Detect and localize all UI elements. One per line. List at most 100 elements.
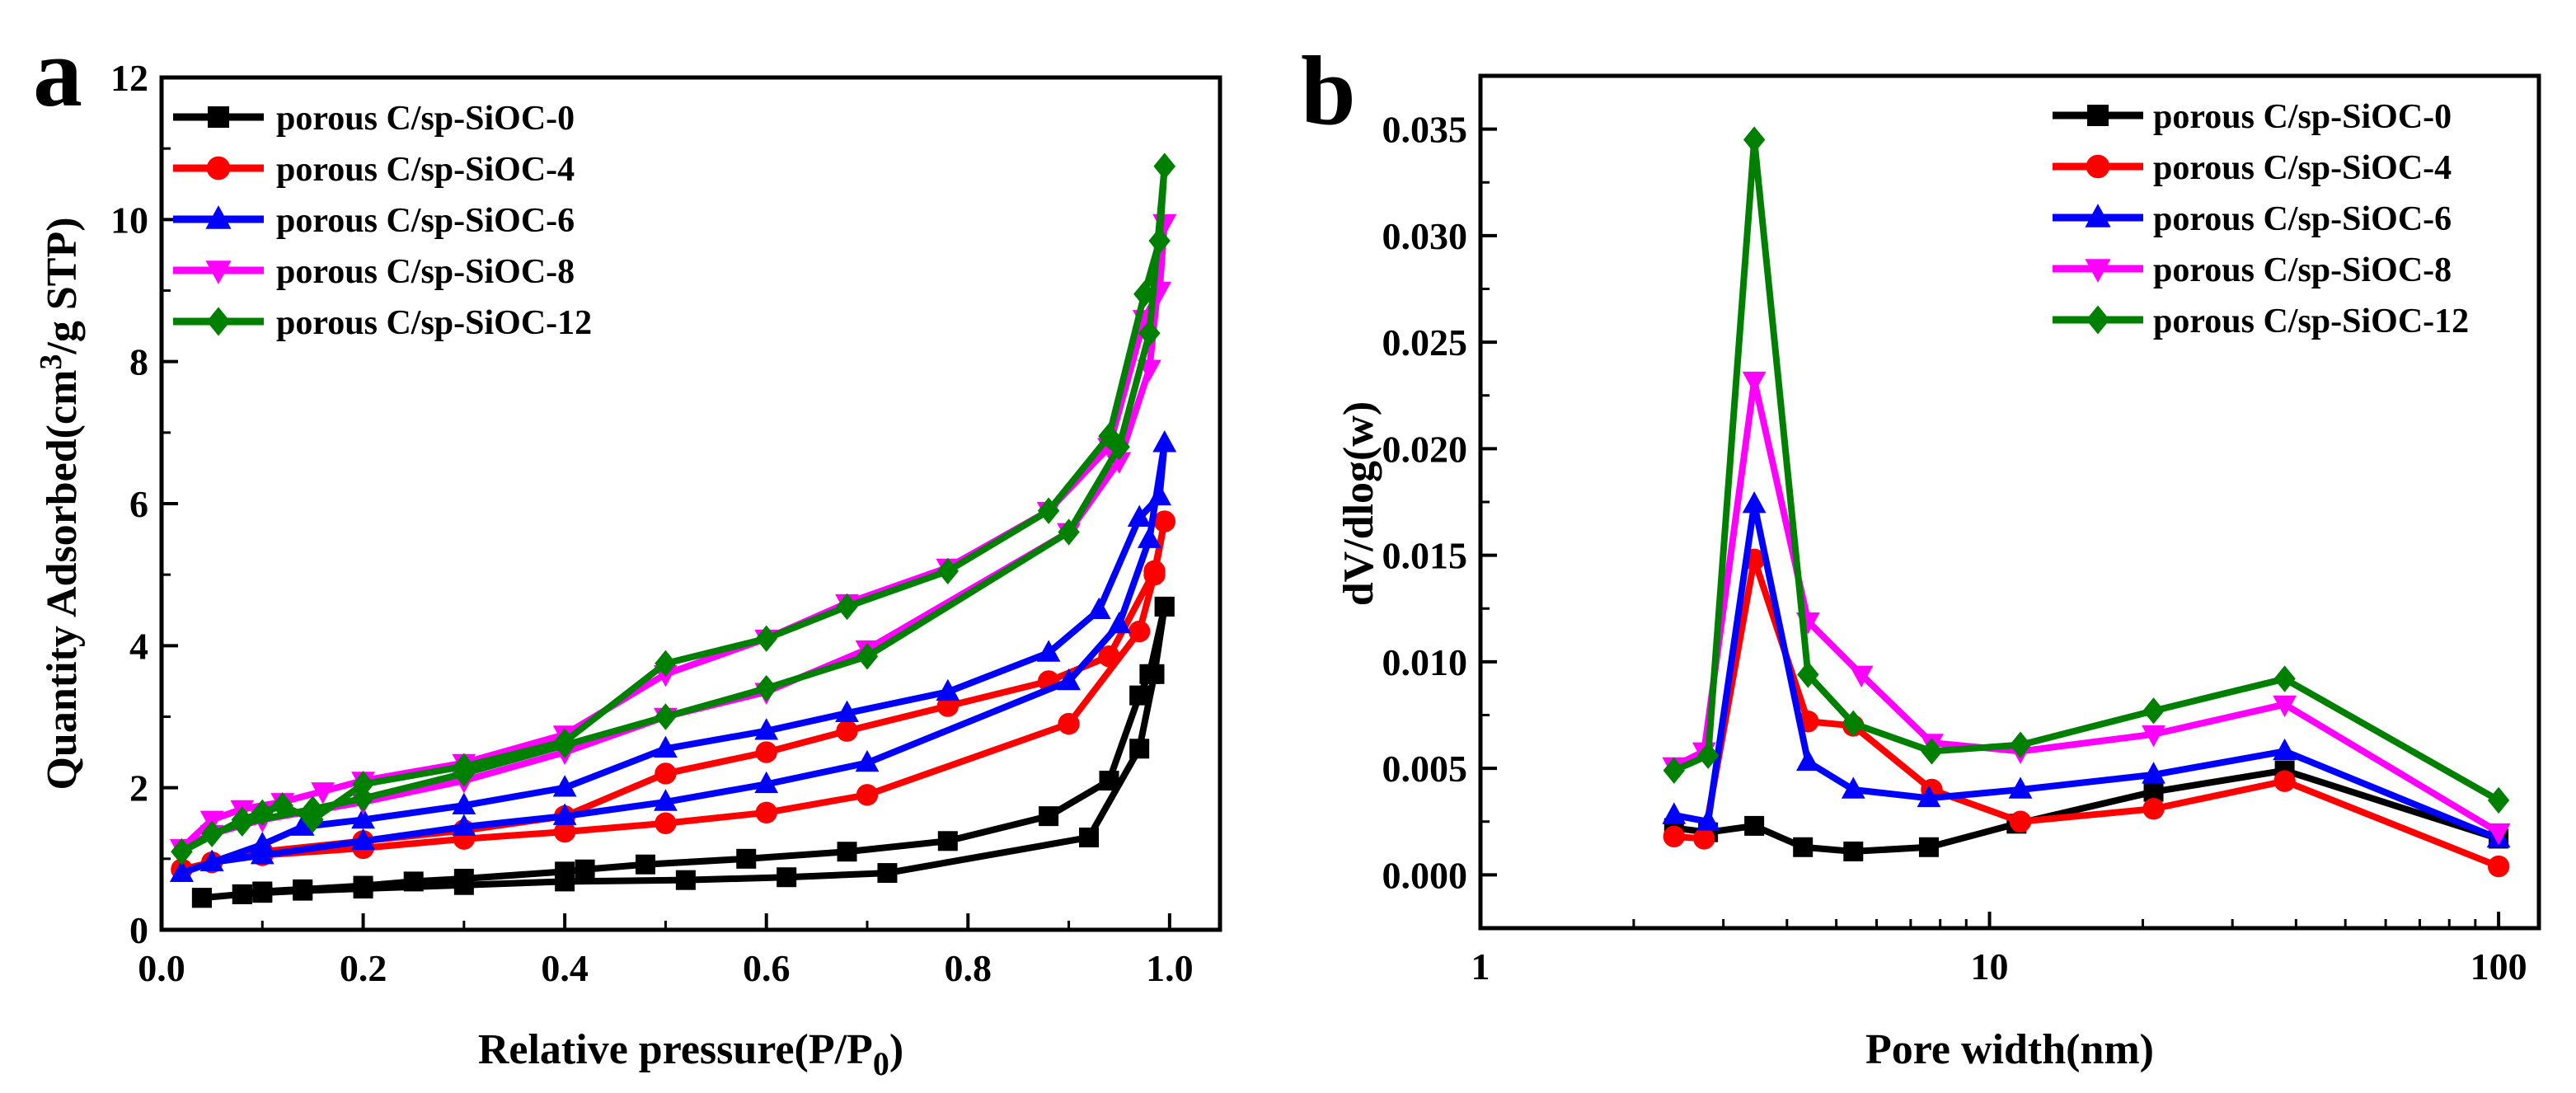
panel-b-data-point: [2142, 762, 2165, 784]
panel-a-y-tick-label: 0: [129, 909, 148, 951]
panel-b-y-tick-label: 0.030: [1382, 215, 1468, 257]
panel-a-data-point: [835, 700, 859, 722]
panel-a-data-point: [755, 801, 777, 824]
panel-b-legend-marker: [2086, 305, 2110, 335]
panel-a-data-point: [271, 792, 293, 819]
panel-a-data-point: [655, 650, 677, 678]
panel-a-data-point: [1153, 152, 1175, 180]
panel-a-data-point: [635, 854, 655, 875]
panel-a-data-point: [302, 806, 324, 833]
panel-b-legend-label: porous C/sp-SiOC-0: [2153, 98, 2452, 136]
panel-a-legend-label: porous C/sp-SiOC-0: [276, 100, 575, 138]
panel-b-y-tick-label: 0.000: [1382, 854, 1468, 896]
panel-a-data-point: [654, 789, 678, 811]
panel-b-data-point: [1744, 815, 1765, 836]
panel-a-data-point: [1058, 518, 1080, 546]
panel-b-data-point: [2486, 823, 2511, 846]
panel-a-data-point: [403, 871, 424, 892]
panel-a-data-point: [1107, 611, 1132, 634]
panel-a-data-point: [1098, 645, 1120, 668]
panel-a-data-point: [199, 849, 224, 871]
panel-a-data-point: [290, 814, 315, 836]
panel-b-data-point: [1793, 837, 1814, 857]
panel-b-data-point: [1797, 661, 1819, 688]
panel-a-data-point: [1127, 504, 1152, 528]
panel-b-ticks: 1 10 100 0.000 0.005 0.010 0.015 0.020 0.025 0.03…: [1382, 109, 2527, 987]
panel-a-data-point: [1153, 510, 1175, 532]
panel-a-legend-marker: [206, 156, 231, 181]
panel-b-data-point: [1693, 828, 1715, 850]
panel-a-data-point: [555, 861, 575, 882]
panel-a-y-tick-label: 2: [129, 767, 148, 809]
panel-a-data-point: [251, 799, 274, 827]
panel-a-data-point: [352, 771, 374, 798]
panel-a-x-tick-label: 1.0: [1146, 947, 1194, 989]
panel-b-data-point: [2142, 798, 2165, 820]
panel-a-data-point: [231, 806, 254, 833]
panel-a-data-point: [353, 875, 373, 896]
panel-a-x-axis-label: Relative pressure(P/P0): [478, 1026, 903, 1082]
panel-a-y-axis-label-close: /g STP): [39, 217, 86, 354]
panel-a-data-point: [351, 828, 375, 851]
panel-a-data-point: [754, 718, 779, 740]
panel-a-data-point: [655, 703, 677, 730]
panel-a-data-point: [553, 820, 576, 843]
panel-b-y-axis-label: dV/dlog(w): [1335, 401, 1382, 606]
panel-b-legend: porous C/sp-SiOC-0 porous C/sp-SiOC-4 poro…: [2053, 98, 2469, 340]
panel-a-series-line: [180, 162, 1168, 855]
panel-b-series-line: [1673, 500, 2500, 842]
panel-a-x-tick-label: 0.4: [541, 947, 589, 989]
panel-b-data-point: [2142, 725, 2165, 748]
panel-b-y-tick-label: 0.015: [1382, 535, 1468, 577]
panel-b-data-point: [1742, 371, 1767, 394]
panel-a-data-point: [191, 888, 212, 908]
panel-b-y-tick-label: 0.025: [1382, 321, 1468, 364]
panel-a-data-point: [1037, 497, 1060, 524]
panel-a-data-point: [1138, 320, 1161, 347]
panel-a-x-axis-label-subscript: 0: [873, 1045, 889, 1082]
panel-a-data-point: [1036, 640, 1061, 662]
panel-b-x-tick-label: 1: [1471, 945, 1490, 987]
panel-b-legend-label: porous C/sp-SiOC-8: [2153, 251, 2452, 289]
panel-b-data-point: [2008, 776, 2033, 799]
panel-b-data-point: [1795, 748, 1820, 772]
panel-b-y-tick-label: 0.035: [1382, 109, 1468, 151]
panel-a-data-point: [452, 792, 476, 815]
panel-b-data-point: [2009, 731, 2032, 758]
panel-b-data-point: [2273, 738, 2297, 761]
panel-a-data-point: [1057, 668, 1081, 691]
panel-b-data-point: [1843, 841, 1864, 861]
panel-b-series-line: [1673, 377, 2501, 836]
panel-b-legend-marker: [2085, 259, 2111, 283]
panel-a-x-tick-label: 0.8: [945, 947, 992, 989]
panel-b-legend-label: porous C/sp-SiOC-6: [2153, 200, 2452, 238]
panel-a-data-point: [1079, 827, 1100, 847]
panel-a-legend-label: porous C/sp-SiOC-4: [276, 151, 575, 189]
panel-b-data-point: [1918, 837, 1939, 857]
panel-b-data-point: [1662, 802, 1687, 824]
panel-a-data-point: [654, 735, 678, 758]
panel-b-data-point: [1742, 490, 1767, 514]
panel-a-legend-label: porous C/sp-SiOC-12: [276, 304, 592, 342]
panel-a-data-point: [936, 557, 960, 585]
panel-a-data-point: [1086, 597, 1111, 620]
panel-b-plot-content: [1662, 126, 2511, 878]
panel-a-data-point: [736, 848, 757, 869]
panel-a-data-point: [855, 749, 880, 772]
panel-b-series-line: [1673, 767, 2500, 855]
panel-b-data-point: [1696, 809, 1720, 831]
panel-b-series-line: [1673, 136, 2501, 804]
panel-b-x-axis-label: Pore width(nm): [1865, 1026, 2154, 1073]
panel-b-data-point: [1842, 710, 1865, 738]
panel-b-data-point: [1849, 665, 1874, 687]
panel-b-data-point: [2273, 695, 2297, 718]
panel-a-data-point: [675, 870, 696, 890]
panel-a-data-point: [755, 741, 777, 763]
panel-a-data-point: [937, 831, 958, 851]
panel-b-data-point: [2487, 855, 2510, 878]
panel-a-legend: porous C/sp-SiOC-0 porous C/sp-SiOC-4 poro…: [173, 100, 592, 342]
panel-a-data-point: [1098, 422, 1120, 450]
panel-a-data-point: [1138, 526, 1161, 548]
panel-a-label: a: [33, 17, 82, 127]
panel-a-data-point: [171, 838, 193, 865]
